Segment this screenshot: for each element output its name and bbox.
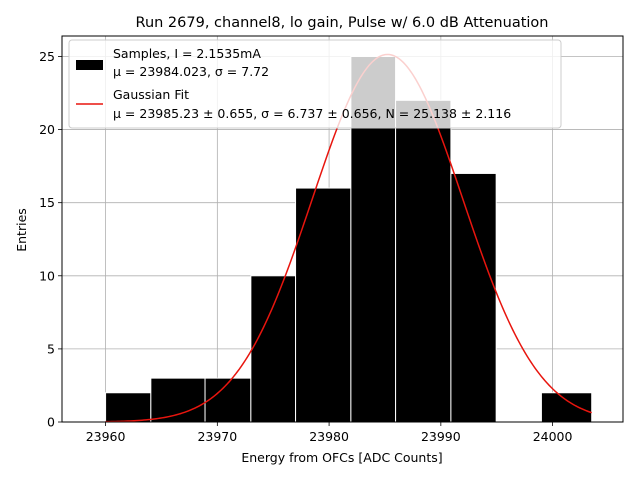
histogram-bar (395, 99, 452, 423)
histogram-bar (105, 392, 152, 423)
legend: Samples, I = 2.1535mA μ = 23984.023, σ =… (68, 39, 562, 129)
x-tick-label: 23980 (309, 429, 349, 444)
y-tick-label: 0 (47, 415, 55, 430)
histogram-bar (540, 392, 593, 423)
y-tick-label: 25 (39, 49, 55, 64)
x-axis-label: Energy from OFCs [ADC Counts] (241, 450, 442, 465)
plot-frame (61, 35, 624, 423)
x-tick-label: 23960 (86, 429, 126, 444)
legend-fit-line1: Gaussian Fit (113, 87, 189, 102)
x-tick-label: 23990 (421, 429, 461, 444)
x-tick-label: 24000 (533, 429, 573, 444)
histogram-bar (295, 187, 352, 423)
legend-samples-line2: μ = 23984.023, σ = 7.72 (113, 64, 269, 79)
y-tick-label: 15 (39, 195, 55, 210)
x-tick-label: 23970 (197, 429, 237, 444)
y-tick-label: 10 (39, 268, 55, 283)
legend-samples-line1: Samples, I = 2.1535mA (113, 46, 261, 61)
chart-title: Run 2679, channel8, lo gain, Pulse w/ 6.… (136, 15, 549, 31)
y-axis-label: Entries (14, 208, 29, 252)
histogram-bar (204, 377, 252, 423)
axis-ticks: 23960 23970 23980 23990 24000 0 5 10 15 20 25 (39, 49, 572, 444)
histogram-bar (150, 377, 206, 423)
histogram-bar (250, 275, 297, 423)
y-tick-label: 20 (39, 122, 55, 137)
legend-box (68, 39, 562, 129)
legend-fit-line2: μ = 23985.23 ± 0.655, σ = 6.737 ± 0.656,… (113, 106, 511, 121)
y-tick-label: 5 (47, 341, 55, 356)
legend-samples-swatch (76, 60, 103, 70)
histogram-bar (450, 172, 497, 423)
